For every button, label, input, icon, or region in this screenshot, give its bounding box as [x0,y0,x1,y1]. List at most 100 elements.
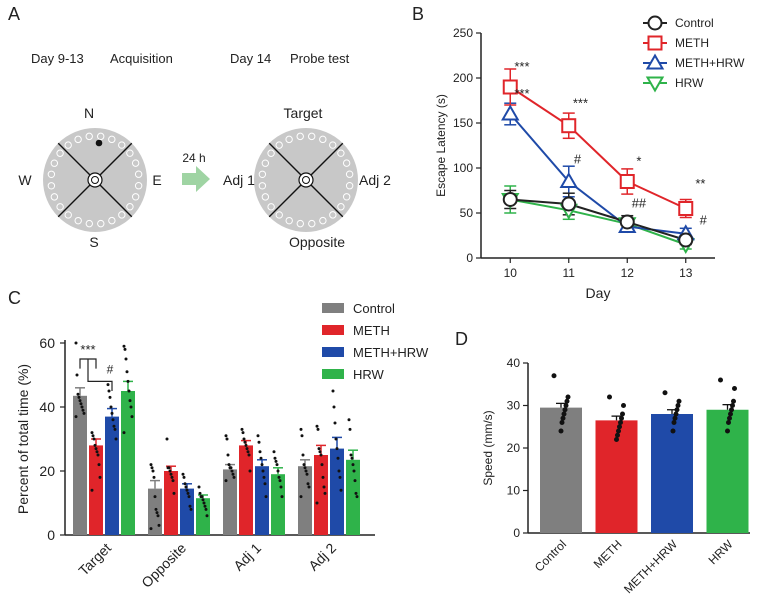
individual-point [352,469,356,473]
individual-point [259,456,263,460]
individual-point [279,485,283,489]
series-line-HRW [510,198,687,246]
y-tick-label: 20 [39,463,55,479]
bar-Control [148,488,162,535]
legend-swatch [322,303,344,313]
individual-point [90,488,94,492]
significance-mark: *** [80,342,95,357]
target-quadrant-label: Target [284,105,323,121]
x-tick-label: HRW [706,537,736,567]
individual-point [155,511,159,515]
cue-marker [50,193,59,201]
individual-point [240,427,244,431]
individual-point [91,434,95,438]
individual-point [303,466,307,470]
data-point-Control [619,214,635,230]
legend-label: METH [353,323,390,338]
individual-point [353,479,357,483]
probe-pool [254,128,358,232]
individual-point [560,415,566,421]
significance-mark: *** [514,86,529,101]
individual-point [151,469,155,473]
individual-point [112,424,116,428]
bar-METH [314,455,328,535]
data-point-Control [561,196,577,212]
individual-point [262,475,266,479]
individual-point [276,469,280,473]
north-label: N [84,105,94,121]
individual-point [107,389,111,393]
individual-point [673,411,679,417]
individual-point [565,394,571,400]
individual-point [184,485,188,489]
legend-marker [647,35,663,51]
individual-point [320,463,324,467]
individual-point [727,415,732,421]
cue-marker [337,203,345,211]
y-tick-label: 0 [47,527,55,543]
x-tick-label: 12 [621,266,635,280]
individual-point [260,463,264,467]
individual-point [168,469,172,473]
individual-point [731,398,736,404]
individual-point [725,428,730,434]
bar-HRW [346,459,360,535]
cue-marker [275,211,283,219]
individual-point [348,427,352,431]
bar-HRW [271,474,285,535]
legend-label: HRW [353,367,385,382]
individual-point [299,427,303,431]
individual-point [338,475,342,479]
data-point-METH [678,201,694,216]
bar-Control [298,466,312,535]
individual-point [558,428,564,434]
bar-METH+HRW [651,414,693,533]
individual-point [172,491,176,495]
probe-title: Probe test [290,51,350,66]
y-tick-label: 40 [507,356,521,370]
individual-point [224,434,228,438]
opposite-quadrant-label: Opposite [289,234,345,250]
individual-point [331,389,335,393]
acq-day-label: Day 9-13 [31,51,84,66]
significance-mark: * [636,153,641,168]
individual-point [301,453,305,457]
individual-point [351,463,355,467]
bar-METH+HRW [330,448,344,535]
legend-swatch [322,325,344,335]
acq-title: Acquisition [110,51,173,66]
adj2-quadrant-label: Adj 2 [359,172,391,188]
individual-point [302,463,306,467]
individual-point [264,495,268,499]
y-tick-label: 0 [513,526,520,540]
legend-marker [645,76,665,93]
cue-marker [329,141,337,149]
south-label: S [89,234,98,250]
x-tick-label: 10 [504,266,518,280]
individual-point [186,491,190,495]
individual-point [113,427,117,431]
individual-point [559,420,565,425]
individual-point [620,411,625,417]
individual-point [244,443,248,447]
cue-marker [97,219,105,228]
individual-point [152,475,156,479]
individual-point [170,475,174,479]
series-line-Control [510,198,687,241]
legend-label: Control [675,16,714,30]
individual-point [347,418,351,422]
individual-point [662,390,668,396]
cue-marker [56,203,64,211]
cue-marker [50,159,59,167]
individual-point [130,415,134,419]
individual-point [315,501,319,505]
significance-mark: ** [695,176,705,191]
bar-Control [73,395,87,535]
individual-point [124,357,128,361]
individual-point [111,418,115,422]
y-axis-label: Percent of total time (%) [15,364,31,514]
individual-point [231,472,235,476]
individual-point [339,488,343,492]
cue-marker [261,159,270,167]
individual-point [246,450,250,454]
